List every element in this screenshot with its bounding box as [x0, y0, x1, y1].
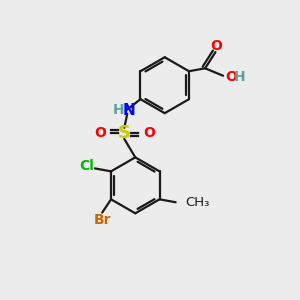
Text: N: N [123, 103, 136, 118]
Text: O: O [94, 126, 106, 140]
Text: S: S [118, 124, 131, 142]
Text: Cl: Cl [79, 159, 94, 173]
Text: O: O [210, 39, 222, 52]
Text: O: O [143, 126, 155, 140]
Text: Br: Br [94, 213, 111, 227]
Text: O: O [225, 70, 237, 84]
Text: CH₃: CH₃ [185, 196, 209, 209]
Text: H: H [113, 103, 125, 117]
Text: H: H [234, 70, 246, 84]
